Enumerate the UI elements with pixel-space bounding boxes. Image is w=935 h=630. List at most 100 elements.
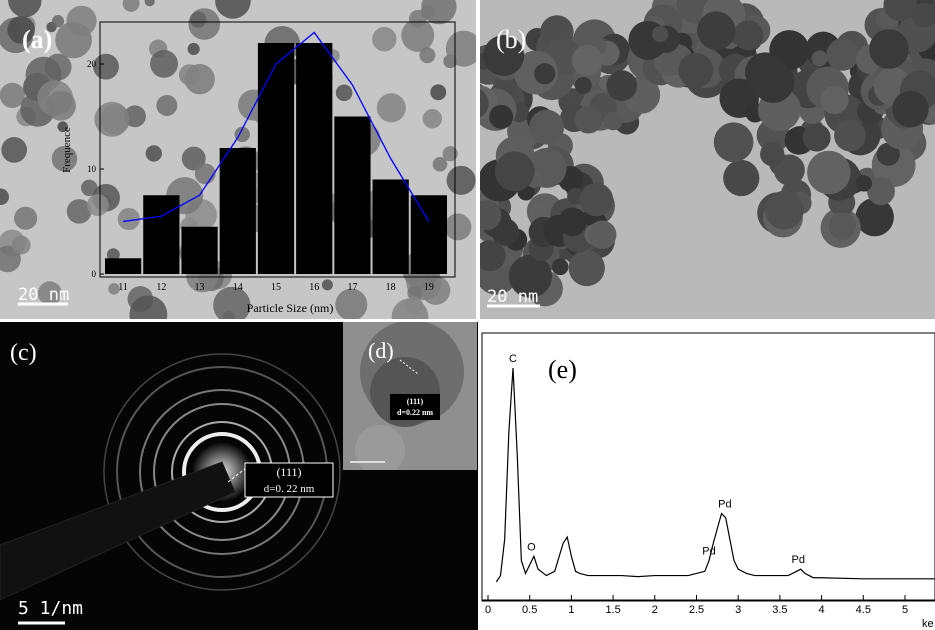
x-tick-label: 4.5: [856, 604, 871, 616]
particle: [14, 207, 37, 230]
particle: [372, 27, 396, 51]
particle: [195, 163, 216, 184]
particle: [529, 110, 564, 145]
particle: [752, 61, 794, 103]
y-tick-label: 0: [92, 269, 97, 279]
scale-bar-label: 20 nm: [18, 285, 69, 305]
particle: [421, 5, 435, 19]
particle: [869, 29, 909, 69]
x-tick-label: 4: [819, 604, 825, 616]
x-tick-label: 0: [485, 604, 491, 616]
particle: [606, 70, 637, 101]
particle: [534, 63, 555, 84]
x-tick-label: 2.5: [689, 604, 704, 616]
particle: [322, 279, 333, 290]
particle: [820, 86, 848, 114]
particle: [826, 38, 858, 70]
x-tick-label: 16: [309, 282, 319, 293]
particle: [580, 183, 613, 216]
particle: [423, 109, 442, 128]
x-tick-label: 15: [271, 282, 281, 293]
particle: [892, 91, 929, 128]
panel-label: (a): [22, 25, 52, 54]
particle: [190, 11, 206, 27]
figure: (111) d=0. 22 nm (c) 5 1/nm (111) d=0.22…: [0, 0, 935, 630]
particle: [803, 124, 831, 152]
x-tick-label: 3.5: [772, 604, 787, 616]
particle: [156, 95, 177, 116]
particle: [572, 45, 603, 76]
particle: [446, 31, 482, 67]
panel-label: (c): [10, 340, 37, 366]
particle: [552, 258, 569, 275]
particle: [678, 53, 713, 88]
x-tick-label: 14: [233, 282, 243, 293]
particle: [574, 106, 602, 134]
particle: [604, 112, 622, 130]
y-tick-label: 20: [87, 59, 97, 69]
x-tick-label: 3: [735, 604, 741, 616]
x-tick-label: 5: [902, 604, 908, 616]
particle: [495, 151, 535, 191]
particle: [489, 105, 513, 129]
particle: [146, 145, 162, 161]
bar: [220, 148, 256, 274]
particle: [93, 54, 119, 80]
x-tick-label: 13: [195, 282, 205, 293]
particle: [401, 19, 434, 52]
particle: [1, 137, 27, 163]
x-tick-label: 17: [347, 282, 357, 293]
particle: [46, 91, 76, 121]
bar: [105, 258, 141, 274]
scale-bar-label: 20 nm: [487, 287, 538, 307]
peak-label: Pd: [718, 499, 731, 511]
particle: [807, 151, 851, 195]
x-axis-label: Particle Size (nm): [247, 301, 334, 315]
bar: [258, 43, 294, 274]
panel-label: (b): [496, 25, 526, 54]
peak-label: O: [527, 541, 536, 553]
x-tick-label: 1.5: [605, 604, 620, 616]
x-tick-label: 0.5: [522, 604, 537, 616]
particle: [447, 166, 476, 195]
x-tick-label: 2: [652, 604, 658, 616]
particle: [336, 84, 353, 101]
particle: [419, 47, 435, 63]
bar: [143, 195, 179, 274]
annotation: (111): [407, 397, 424, 406]
particle: [714, 122, 754, 162]
panel-label: (d): [368, 338, 394, 363]
x-tick-label: 19: [424, 282, 434, 293]
annotation: d=0. 22 nm: [264, 483, 315, 495]
particle: [66, 6, 96, 36]
x-tick-label: 18: [386, 282, 396, 293]
peak-label: Pd: [702, 546, 715, 558]
particle: [335, 289, 367, 321]
particle: [558, 208, 586, 236]
particle: [856, 175, 872, 191]
particle: [733, 20, 763, 50]
particle: [52, 15, 64, 27]
particle: [588, 221, 616, 249]
particle: [812, 50, 828, 66]
particle: [697, 11, 735, 49]
x-tick-label: 12: [156, 282, 166, 293]
x-tick-label: 1: [568, 604, 574, 616]
bar: [296, 43, 332, 274]
bar: [334, 117, 370, 275]
peak-label: C: [509, 353, 517, 365]
particle: [405, 296, 423, 314]
particle: [444, 214, 471, 241]
bar: [373, 180, 409, 275]
particle: [87, 194, 109, 216]
particle: [179, 64, 200, 85]
particle: [377, 93, 406, 122]
bar: [181, 227, 217, 274]
particle: [834, 120, 866, 152]
particle: [12, 236, 31, 255]
particle: [569, 250, 605, 286]
annotation: (111): [276, 465, 301, 479]
bar: [411, 195, 447, 274]
annotation: d=0.22 nm: [397, 408, 433, 417]
particle: [723, 160, 759, 196]
